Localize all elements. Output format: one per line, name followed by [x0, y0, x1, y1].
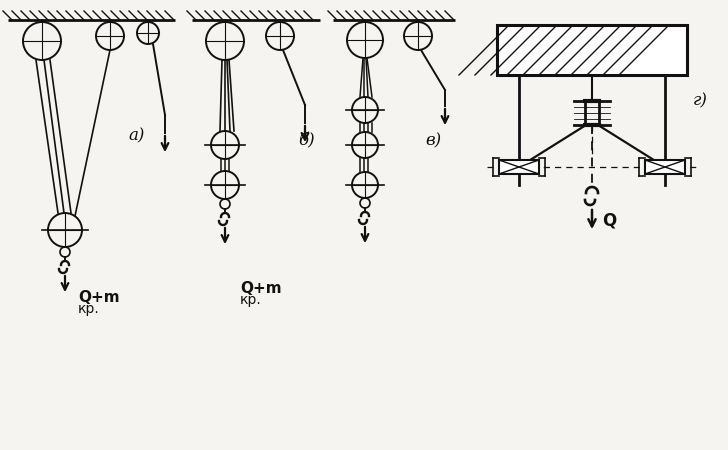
- Text: а): а): [128, 127, 144, 144]
- Text: Q: Q: [602, 211, 616, 229]
- Text: кр.: кр.: [240, 293, 262, 307]
- Text: г): г): [693, 92, 708, 109]
- Bar: [497, 25, 687, 75]
- Bar: [499, 160, 539, 174]
- Bar: [645, 160, 685, 174]
- Text: кр.: кр.: [78, 302, 100, 316]
- Text: Q+m: Q+m: [78, 290, 119, 305]
- Text: Q+m: Q+m: [240, 281, 282, 296]
- Text: б): б): [298, 132, 314, 149]
- Text: в): в): [425, 132, 441, 149]
